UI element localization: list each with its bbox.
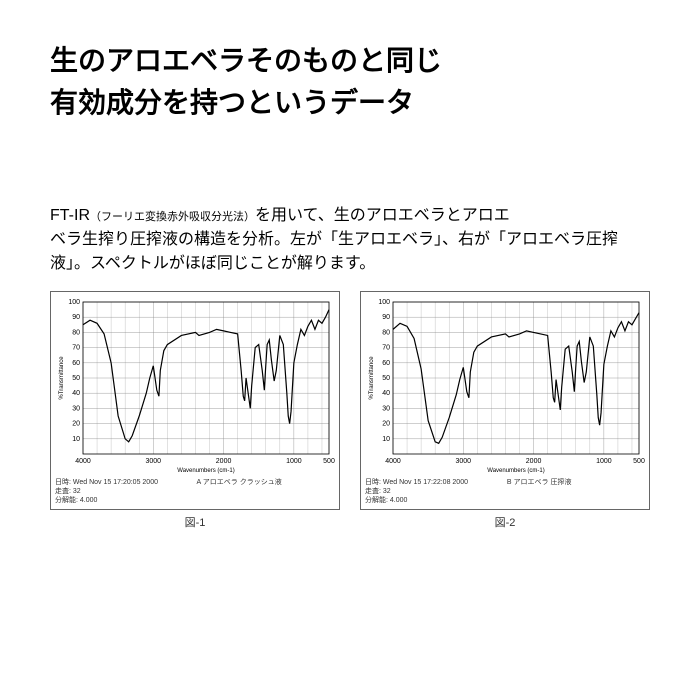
svg-text:10: 10 [72, 436, 80, 443]
right-fig-label: 図-2 [360, 514, 650, 530]
left-chart-box: 10 20 30 40 50 60 70 80 90 100 4000 3000 2000 1000 500… [50, 291, 340, 530]
svg-text:50: 50 [72, 375, 80, 382]
svg-text:20: 20 [72, 421, 80, 428]
svg-text:90: 90 [382, 314, 390, 321]
svg-text:70: 70 [72, 345, 80, 352]
right-meta-scan: 走査: 32 [365, 488, 391, 495]
svg-text:60: 60 [382, 360, 390, 367]
svg-text:Wavenumbers (cm-1): Wavenumbers (cm-1) [177, 468, 234, 474]
svg-text:70: 70 [382, 345, 390, 352]
desc-prefix: FT-IR [50, 207, 90, 224]
svg-text:30: 30 [382, 405, 390, 412]
svg-text:%Transmittance: %Transmittance [369, 356, 375, 400]
right-meta-res: 分解能: 4.000 [365, 497, 407, 504]
svg-text:2000: 2000 [526, 458, 542, 465]
left-meta: 日時: Wed Nov 15 17:20:05 2000 A アロエベラ クラッ… [55, 478, 335, 505]
svg-text:100: 100 [68, 299, 80, 306]
right-meta-date: 日時: Wed Nov 15 17:22:08 2000 [365, 479, 468, 486]
svg-text:500: 500 [323, 458, 335, 465]
headline-line1: 生のアロエベラそのものと同じ [50, 45, 442, 76]
headline: 生のアロエベラそのものと同じ 有効成分を持つというデータ [50, 40, 650, 124]
left-meta-title: A アロエベラ クラッシュ液 [197, 479, 282, 486]
left-meta-res: 分解能: 4.000 [55, 497, 97, 504]
svg-text:20: 20 [382, 421, 390, 428]
svg-text:60: 60 [72, 360, 80, 367]
svg-text:500: 500 [633, 458, 645, 465]
svg-text:4000: 4000 [385, 458, 401, 465]
svg-text:50: 50 [382, 375, 390, 382]
svg-text:10: 10 [382, 436, 390, 443]
svg-text:2000: 2000 [216, 458, 232, 465]
svg-text:80: 80 [382, 329, 390, 336]
svg-text:Wavenumbers (cm-1): Wavenumbers (cm-1) [487, 468, 544, 474]
svg-text:90: 90 [72, 314, 80, 321]
svg-text:80: 80 [72, 329, 80, 336]
charts-row: 10 20 30 40 50 60 70 80 90 100 4000 3000 2000 1000 500… [50, 291, 650, 530]
left-chart-frame: 10 20 30 40 50 60 70 80 90 100 4000 3000 2000 1000 500… [50, 291, 340, 510]
right-chart-frame: 10 20 30 40 50 60 70 80 90 100 4000 3000 2000 1000 500… [360, 291, 650, 510]
left-meta-scan: 走査: 32 [55, 488, 81, 495]
svg-text:30: 30 [72, 405, 80, 412]
svg-text:1000: 1000 [286, 458, 302, 465]
desc-body1: を用いて、生のアロエベラとアロエ [255, 207, 510, 224]
left-meta-date: 日時: Wed Nov 15 17:20:05 2000 [55, 479, 158, 486]
svg-text:3000: 3000 [145, 458, 161, 465]
desc-body2: ベラ生搾り圧搾液の構造を分析。左が「生アロエベラ」、右が「アロエベラ圧搾液」。ス… [50, 231, 618, 272]
left-chart-svg: 10 20 30 40 50 60 70 80 90 100 4000 3000 2000 1000 500… [55, 296, 335, 476]
right-meta: 日時: Wed Nov 15 17:22:08 2000 B アロエベラ 圧搾液… [365, 478, 645, 505]
headline-line2: 有効成分を持つというデータ [50, 87, 414, 118]
svg-text:1000: 1000 [596, 458, 612, 465]
left-fig-label: 図-1 [50, 514, 340, 530]
right-chart-box: 10 20 30 40 50 60 70 80 90 100 4000 3000 2000 1000 500… [360, 291, 650, 530]
right-meta-title: B アロエベラ 圧搾液 [507, 479, 572, 486]
svg-text:4000: 4000 [75, 458, 91, 465]
desc-paren: （フーリエ変換赤外吸収分光法） [90, 211, 255, 223]
svg-text:%Transmittance: %Transmittance [59, 356, 65, 400]
svg-text:3000: 3000 [455, 458, 471, 465]
svg-text:100: 100 [378, 299, 390, 306]
svg-text:40: 40 [382, 390, 390, 397]
description: FT-IR（フーリエ変換赤外吸収分光法）を用いて、生のアロエベラとアロエ ベラ生… [50, 204, 650, 276]
svg-text:40: 40 [72, 390, 80, 397]
right-chart-svg: 10 20 30 40 50 60 70 80 90 100 4000 3000 2000 1000 500… [365, 296, 645, 476]
